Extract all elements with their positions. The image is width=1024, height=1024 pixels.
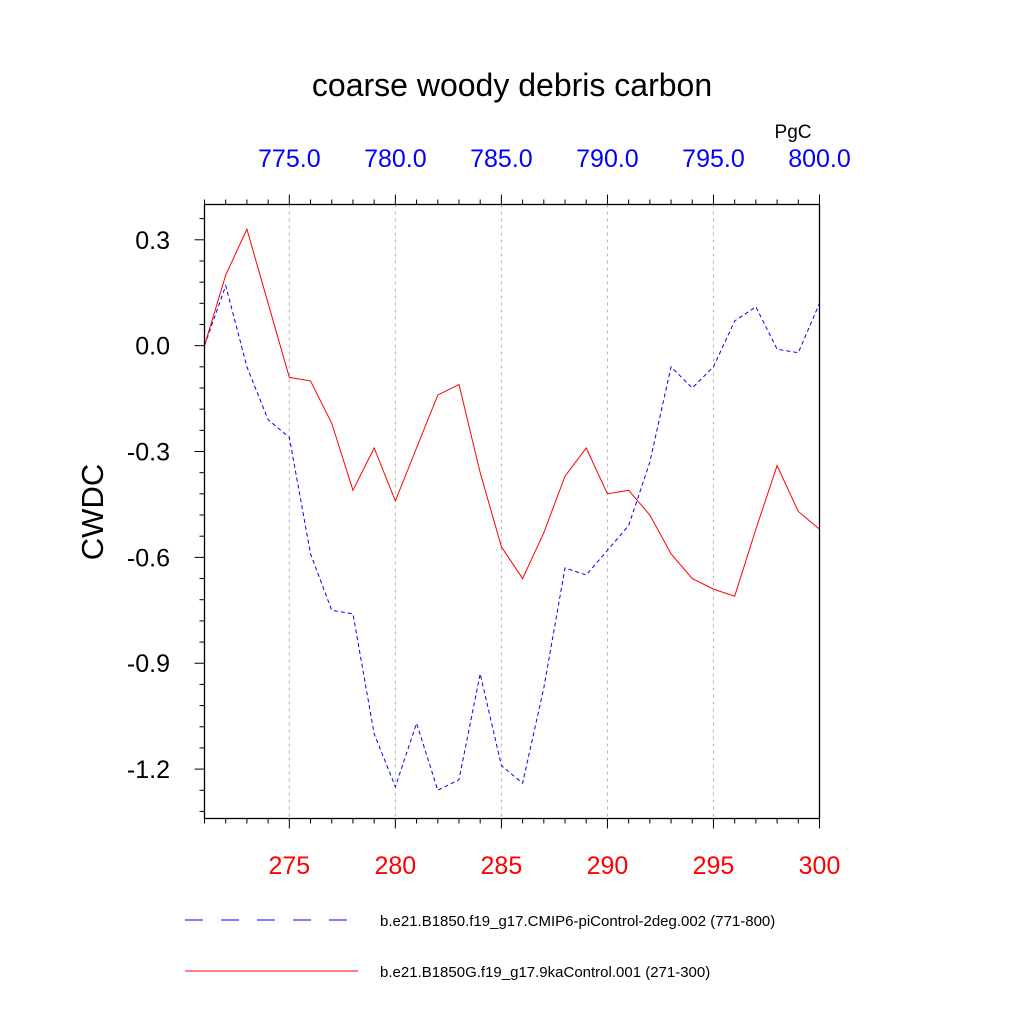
- y-tick-label: 0.3: [135, 227, 170, 255]
- y-tick-label: -1.2: [127, 756, 170, 784]
- top-tick-label: 780.0: [364, 145, 427, 173]
- top-tick-label: 775.0: [258, 145, 321, 173]
- x-tick-label: 280: [375, 852, 417, 880]
- y-axis-label: CWDC: [75, 464, 110, 560]
- grid-lines: [288, 204, 714, 819]
- tick-labels: 0.3 0.0 -0.3 -0.6 -0.9 -1.2 275 280 285 290 295 300…: [127, 145, 851, 880]
- x-tick-label: 290: [587, 852, 629, 880]
- x-tick-label: 285: [481, 852, 523, 880]
- series-lines: [204, 227, 820, 791]
- y-tick-label: 0.0: [135, 333, 170, 361]
- units-label: PgC: [775, 122, 812, 143]
- plot-frame: [203, 203, 821, 820]
- chart-title: coarse woody debris carbon: [312, 67, 712, 103]
- top-tick-label: 795.0: [682, 145, 745, 173]
- axis-ticks: [194, 194, 820, 829]
- top-tick-label: 785.0: [470, 145, 533, 173]
- legend-label-2: b.e21.B1850G.f19_g17.9kaControl.001 (271…: [380, 964, 710, 981]
- x-tick-label: 300: [799, 852, 841, 880]
- top-tick-label: 790.0: [576, 145, 639, 173]
- y-tick-label: -0.3: [127, 439, 170, 467]
- series-line-1: [204, 283, 820, 791]
- legend-label-1: b.e21.B1850.f19_g17.CMIP6-piControl-2deg…: [380, 913, 775, 930]
- x-tick-label: 275: [268, 852, 310, 880]
- y-tick-label: -0.9: [127, 650, 170, 678]
- top-tick-label: 800.0: [788, 145, 851, 173]
- legend: b.e21.B1850.f19_g17.CMIP6-piControl-2deg…: [185, 913, 775, 981]
- y-tick-label: -0.6: [127, 544, 170, 572]
- series-line-2: [204, 227, 820, 597]
- x-tick-label: 295: [693, 852, 735, 880]
